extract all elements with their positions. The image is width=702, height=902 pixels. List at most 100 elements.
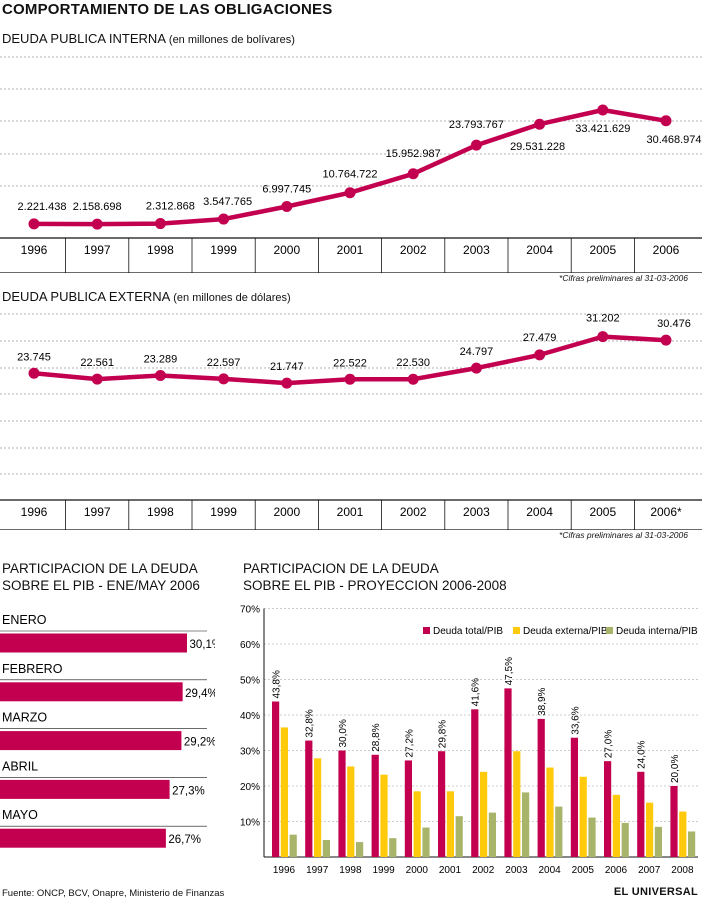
series-line — [31, 107, 669, 227]
series-bar — [314, 758, 322, 857]
y-tick-label: 70% — [240, 605, 260, 616]
total-value-label: 28,8% — [371, 723, 382, 751]
internal-debt-footnote: *Cifras preliminares al 31-03-2006 — [559, 273, 688, 283]
series-bar — [546, 767, 554, 857]
x-tick-label: 2001 — [337, 505, 364, 519]
data-label: 27.479 — [523, 332, 557, 344]
month-bar — [0, 633, 187, 653]
x-tick-label: 2000 — [406, 865, 429, 876]
x-tick-label: 2004 — [526, 505, 553, 519]
month-label: MAYO — [2, 808, 38, 822]
x-tick-label: 2003 — [463, 505, 490, 519]
data-point — [91, 373, 103, 385]
total-value-label: 32,8% — [305, 709, 316, 737]
legend-label: Deuda interna/PIB — [616, 626, 698, 637]
external-debt-footnote: *Cifras preliminares al 31-03-2006 — [559, 530, 688, 540]
x-tick-label: 2000 — [273, 243, 300, 257]
internal-debt-unit-note: (en millones de bolívares) — [168, 34, 295, 46]
data-label: 6.997.745 — [262, 183, 311, 195]
month-value-label: 29,2% — [184, 737, 215, 749]
data-label: 3.547.765 — [203, 196, 252, 208]
x-tick-label: 2001 — [337, 243, 364, 257]
data-point — [344, 373, 356, 385]
data-point — [344, 187, 356, 199]
series-bar — [305, 740, 313, 857]
total-value-label: 41,6% — [471, 678, 482, 706]
series-bar — [280, 727, 288, 857]
x-tick-label: 2002 — [472, 865, 495, 876]
series-bar — [338, 750, 346, 857]
total-value-label: 30,0% — [338, 719, 349, 747]
data-point — [660, 334, 672, 346]
data-point — [470, 139, 482, 151]
x-tick-label: 1999 — [372, 865, 395, 876]
x-tick-label: 2001 — [439, 865, 462, 876]
x-tick-label: 1999 — [210, 243, 237, 257]
series-bar — [488, 812, 496, 857]
brand-logo: EL UNIVERSAL — [613, 886, 698, 898]
external-debt-chart: 1996 1997 1998 1999 2000 2001 2002 2003 2004 2005… — [0, 313, 702, 530]
data-label: 2.158.698 — [73, 201, 122, 213]
series-bar — [422, 827, 430, 857]
total-value-label: 20,0% — [670, 755, 681, 783]
month-bar — [0, 731, 182, 751]
data-label: 23.745 — [17, 351, 51, 363]
data-label: 15.952.987 — [386, 148, 441, 160]
data-point — [597, 331, 609, 343]
series-bar — [380, 774, 388, 857]
x-tick-label: 2002 — [400, 243, 427, 257]
data-point — [407, 168, 419, 180]
series-bar — [413, 791, 421, 857]
month-value-label: 29,4% — [185, 688, 215, 700]
x-tick-label: 1996 — [273, 865, 296, 876]
series-bar — [438, 751, 446, 857]
data-label: 29.531.228 — [510, 141, 565, 153]
month-label: ENERO — [2, 613, 47, 627]
external-debt-title: DEUDA PUBLICA EXTERNA — [2, 289, 170, 304]
data-label: 31.202 — [586, 313, 620, 325]
x-tick-label: 1997 — [84, 243, 111, 257]
legend-swatch — [606, 627, 613, 634]
x-tick-label: 2003 — [505, 865, 528, 876]
x-tick-label: 2006 — [605, 865, 628, 876]
data-label: 24.797 — [460, 346, 494, 358]
data-label: 33.421.629 — [575, 123, 630, 135]
data-point — [407, 373, 419, 385]
internal-debt-chart: 1996 1997 1998 1999 2000 2001 2002 2003 2004 2005… — [0, 56, 702, 273]
pib-monthly-title: PARTICIPACION DE LA DEUDA SOBRE EL PIB -… — [2, 560, 200, 594]
y-tick-label: 50% — [240, 676, 260, 687]
series-bar — [480, 771, 488, 857]
series-bar — [679, 811, 687, 857]
series-bar — [654, 826, 662, 857]
series-bar — [621, 822, 629, 857]
data-point — [218, 373, 230, 385]
series-bar — [504, 688, 512, 857]
x-tick-label: 1996 — [21, 505, 48, 519]
month-bar — [0, 779, 170, 799]
y-tick-label: 60% — [240, 640, 260, 651]
x-tick-label: 1996 — [21, 243, 48, 257]
x-tick-label: 2004 — [538, 865, 561, 876]
month-value-label: 27,3% — [172, 785, 205, 797]
data-point — [154, 369, 166, 381]
x-tick-label: 1997 — [84, 505, 111, 519]
data-point — [534, 349, 546, 361]
series-bar — [588, 817, 596, 857]
series-bar — [404, 760, 412, 857]
data-point — [470, 362, 482, 374]
data-label: 2.221.438 — [18, 201, 67, 213]
data-label: 30.468.974 — [646, 134, 701, 146]
x-tick-label: 1998 — [147, 243, 174, 257]
x-tick-label: 1998 — [147, 505, 174, 519]
series-bar — [356, 842, 364, 857]
legend-label: Deuda total/PIB — [433, 626, 503, 637]
month-bar — [0, 828, 166, 848]
data-point — [597, 104, 609, 116]
month-value-label: 26,7% — [168, 834, 201, 846]
x-tick-label: 2004 — [526, 243, 553, 257]
series-bar — [579, 776, 587, 857]
external-debt-title-row: DEUDA PUBLICA EXTERNA (en millones de dó… — [2, 289, 291, 304]
data-label: 30.476 — [657, 318, 691, 330]
month-label: MARZO — [2, 711, 47, 725]
total-value-label: 27,0% — [604, 730, 615, 758]
